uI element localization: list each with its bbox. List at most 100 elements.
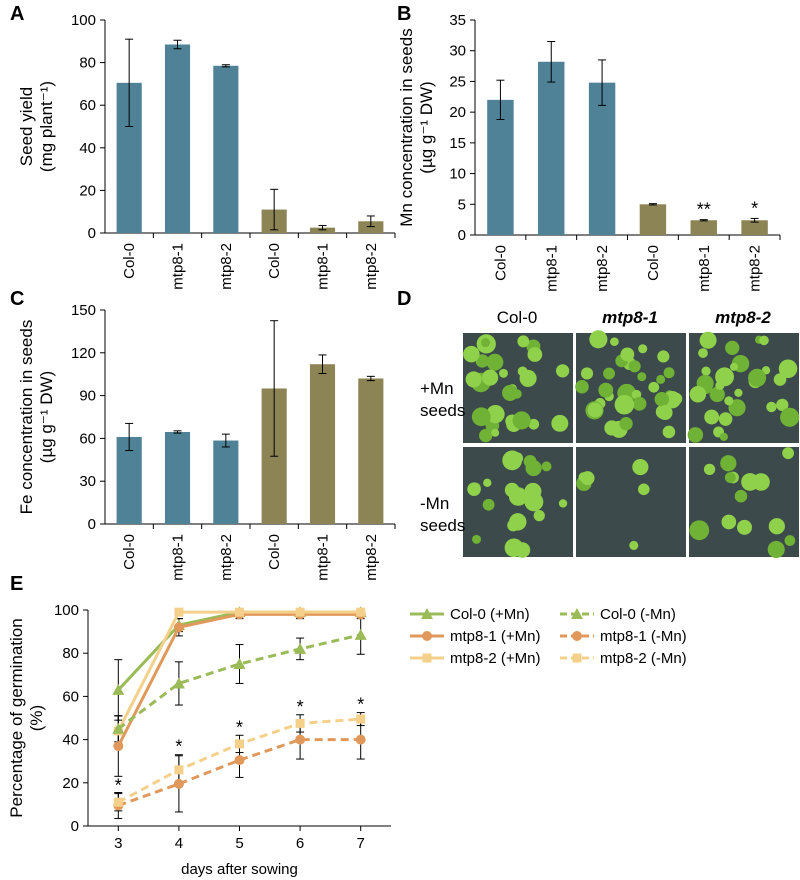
legend-item: Col-0 (-Mn) xyxy=(560,606,676,623)
seedling xyxy=(481,369,499,386)
y-tick-label: 20 xyxy=(79,182,96,199)
column-header: mtp8-2 xyxy=(715,308,771,327)
seedling xyxy=(486,404,505,424)
seedling xyxy=(724,396,734,406)
error-bar xyxy=(173,39,182,50)
seedling xyxy=(637,483,650,496)
row-label: +Mn xyxy=(420,379,454,398)
y-axis-title: Mn concentration in seeds xyxy=(397,28,416,226)
seedling xyxy=(701,366,711,376)
bar xyxy=(639,204,667,235)
marker xyxy=(113,797,123,807)
column-header: Col-0 xyxy=(497,308,538,327)
seedling xyxy=(491,428,500,437)
significance-mark: * xyxy=(175,737,182,757)
y-tick-label: 0 xyxy=(71,818,79,835)
significance-mark: ** xyxy=(697,200,711,220)
seedling xyxy=(603,367,615,380)
marker xyxy=(295,607,305,617)
panel-label: A xyxy=(10,3,24,25)
seedling xyxy=(587,402,603,418)
seedling xyxy=(720,455,737,472)
legend-label: mtp8-2 (-Mn) xyxy=(600,650,687,667)
error-bar xyxy=(221,64,230,68)
seedling xyxy=(734,489,748,503)
y-tick-label: 15 xyxy=(449,135,466,152)
y-axis-title: Fe concentration in seeds xyxy=(17,320,36,515)
seedling xyxy=(483,478,492,487)
error-bar xyxy=(270,188,279,231)
legend-label: Col-0 (-Mn) xyxy=(600,606,676,623)
x-tick-label: Col-0 xyxy=(121,243,138,279)
bar xyxy=(690,220,717,235)
legend-item: mtp8-1 (-Mn) xyxy=(560,628,687,645)
x-tick-label: mtp8-1 xyxy=(315,243,332,290)
error-bar xyxy=(318,354,327,374)
seedling xyxy=(517,335,530,348)
marker xyxy=(235,739,244,749)
seedling xyxy=(528,418,540,430)
y-tick-label: 60 xyxy=(79,97,96,114)
bar xyxy=(741,220,768,235)
error-bar xyxy=(547,41,556,83)
x-axis-title: days after sowing xyxy=(181,861,298,878)
seedling xyxy=(502,384,519,401)
y-tick-label: 80 xyxy=(79,55,96,72)
error-bar xyxy=(366,215,375,228)
y-axis-title: (µg g⁻¹ DW) xyxy=(37,371,56,463)
series-line xyxy=(117,738,361,807)
panel-label: C xyxy=(10,288,24,310)
seedling xyxy=(512,411,531,430)
seedling xyxy=(719,432,728,441)
seedling xyxy=(768,518,785,535)
marker xyxy=(174,765,184,775)
error-bar xyxy=(699,219,708,222)
y-tick-label: 120 xyxy=(71,345,96,362)
bar xyxy=(588,82,616,236)
bar xyxy=(487,99,514,235)
seedling xyxy=(784,535,796,546)
error-bar xyxy=(648,203,657,206)
seedling xyxy=(703,463,716,476)
seedling xyxy=(725,340,740,355)
y-tick-label: 20 xyxy=(449,104,466,121)
legend-item: mtp8-1 (+Mn) xyxy=(410,628,540,645)
error-bar xyxy=(270,320,279,457)
marker xyxy=(234,755,245,766)
y-tick-label: 0 xyxy=(88,225,96,242)
seedling xyxy=(734,388,743,397)
seedling xyxy=(541,461,552,472)
seedling xyxy=(759,335,769,346)
x-tick-label: 5 xyxy=(235,835,243,852)
seedling xyxy=(514,542,531,558)
error-bar xyxy=(173,430,182,434)
x-tick-label: mtp8-1 xyxy=(543,245,560,292)
legend-label: mtp8-1 (+Mn) xyxy=(450,628,540,645)
y-axis-title: (%) xyxy=(27,705,46,731)
x-tick-label: mtp8-2 xyxy=(594,245,611,292)
seedling xyxy=(780,407,800,427)
seedling xyxy=(558,499,568,508)
y-axis-title: Seed yield xyxy=(17,87,36,166)
y-tick-label: 150 xyxy=(71,302,96,319)
marker xyxy=(113,741,124,752)
seedling xyxy=(663,367,675,379)
x-tick-label: mtp8-2 xyxy=(218,243,235,290)
x-tick-label: 4 xyxy=(175,835,183,852)
marker xyxy=(572,631,582,641)
marker xyxy=(233,658,246,669)
y-tick-label: 80 xyxy=(62,645,79,662)
y-axis-title: Percentage of germination xyxy=(7,618,26,817)
marker xyxy=(354,628,367,640)
seedling xyxy=(580,367,594,380)
x-tick-label: mtp8-2 xyxy=(747,245,764,292)
marker xyxy=(572,653,582,663)
y-tick-label: 25 xyxy=(449,73,466,90)
series-line xyxy=(117,633,362,731)
y-tick-label: 40 xyxy=(79,140,96,157)
marker xyxy=(295,718,305,728)
seedling xyxy=(509,513,527,531)
seedling xyxy=(662,425,676,439)
x-tick-label: mtp8-1 xyxy=(315,534,332,581)
